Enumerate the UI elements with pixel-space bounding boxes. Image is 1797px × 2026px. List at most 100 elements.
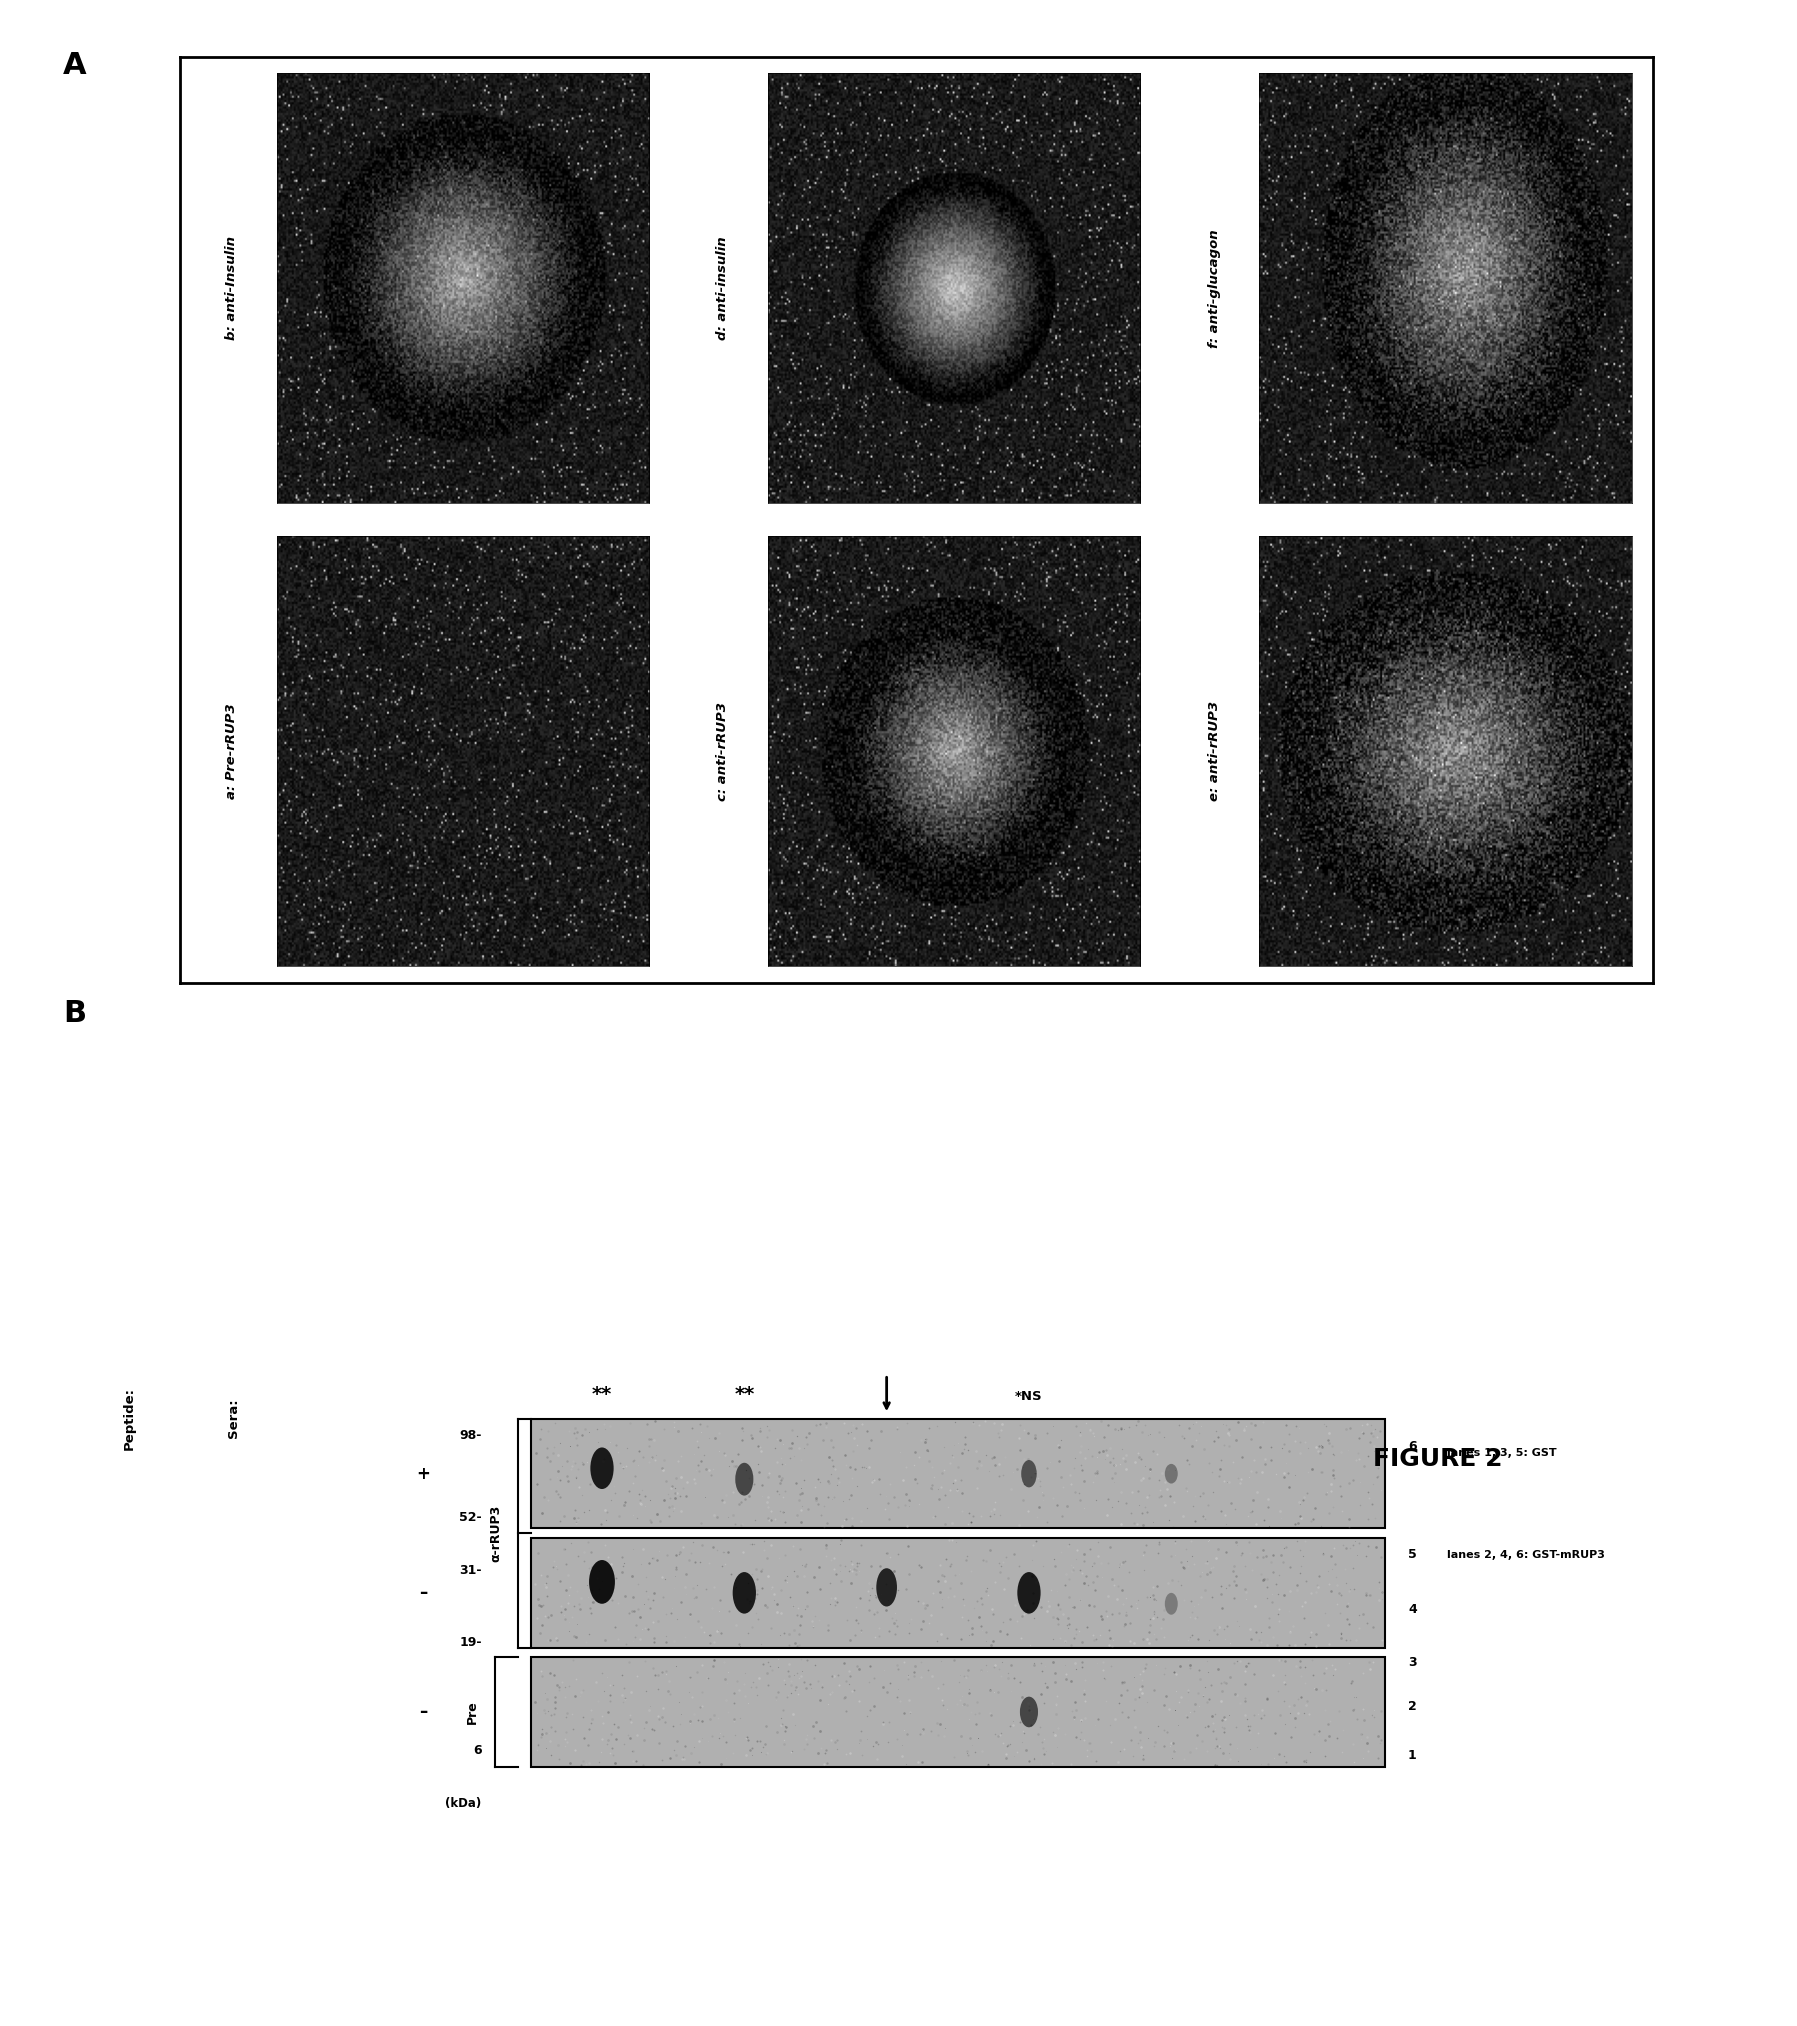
Point: [999, 1708, 1028, 1740]
Point: [1366, 1540, 1394, 1572]
Point: [631, 1645, 659, 1678]
Point: [1089, 1420, 1118, 1453]
Point: [972, 1574, 1001, 1607]
Point: [924, 1473, 952, 1505]
Point: [888, 1740, 916, 1773]
Point: [1085, 1619, 1114, 1651]
Point: [1206, 1684, 1235, 1716]
Point: [591, 1550, 620, 1582]
Point: [701, 1700, 730, 1732]
Point: [1199, 1714, 1227, 1746]
Point: [749, 1534, 778, 1566]
Point: [1310, 1724, 1339, 1757]
Point: [1191, 1686, 1220, 1718]
Point: [1175, 1651, 1204, 1684]
Point: [1249, 1534, 1278, 1566]
Point: [697, 1592, 726, 1625]
Point: [611, 1487, 640, 1520]
Point: [523, 1728, 552, 1761]
Point: [586, 1507, 615, 1540]
Point: [1269, 1432, 1297, 1465]
Point: [555, 1572, 584, 1605]
Point: [561, 1734, 589, 1767]
Point: [1148, 1603, 1177, 1635]
Point: [568, 1676, 597, 1708]
Point: [570, 1495, 598, 1528]
Point: [954, 1497, 983, 1530]
Point: [1206, 1445, 1235, 1477]
Point: [1285, 1412, 1314, 1445]
Point: [1060, 1453, 1089, 1485]
Point: [1224, 1744, 1253, 1777]
Point: [654, 1676, 683, 1708]
Point: [983, 1676, 1012, 1708]
Point: [1005, 1550, 1033, 1582]
Point: [616, 1706, 645, 1738]
Point: [854, 1594, 882, 1627]
Point: [1066, 1477, 1094, 1509]
Point: [570, 1744, 598, 1777]
Point: [1078, 1619, 1107, 1651]
Point: [1067, 1645, 1096, 1678]
Point: [724, 1627, 753, 1659]
Point: [609, 1489, 638, 1522]
Point: [589, 1443, 618, 1475]
Point: [543, 1461, 571, 1493]
Point: [1127, 1465, 1155, 1497]
Point: [1161, 1538, 1190, 1570]
Point: [812, 1528, 841, 1560]
Point: [1265, 1495, 1294, 1528]
Point: [674, 1544, 703, 1576]
Point: [952, 1540, 981, 1572]
Point: [1342, 1680, 1371, 1712]
Point: [845, 1653, 873, 1686]
Point: [1190, 1432, 1218, 1465]
Point: [1344, 1599, 1373, 1631]
Point: [918, 1451, 947, 1483]
Point: [904, 1487, 933, 1520]
Point: [1091, 1443, 1120, 1475]
Point: [1247, 1702, 1276, 1734]
Point: [604, 1623, 633, 1655]
Point: [1129, 1497, 1157, 1530]
Point: [1231, 1684, 1260, 1716]
Point: [1357, 1487, 1385, 1520]
Point: [1008, 1726, 1037, 1759]
Point: [881, 1481, 909, 1513]
Text: –: –: [419, 1704, 428, 1720]
Point: [1139, 1582, 1168, 1615]
Point: [1353, 1726, 1382, 1759]
Point: [823, 1461, 852, 1493]
Point: [965, 1696, 994, 1728]
Point: [882, 1680, 911, 1712]
Point: [1161, 1455, 1190, 1487]
Point: [1190, 1548, 1218, 1580]
Point: [1211, 1623, 1240, 1655]
Point: [591, 1503, 620, 1536]
Point: [561, 1495, 589, 1528]
Point: [1308, 1538, 1337, 1570]
Point: [967, 1499, 996, 1532]
Point: [561, 1507, 589, 1540]
Point: [1319, 1459, 1348, 1491]
Point: [907, 1424, 936, 1457]
Point: [969, 1734, 997, 1767]
Point: [1249, 1534, 1278, 1566]
Point: [1265, 1643, 1294, 1676]
Point: [952, 1688, 981, 1720]
Point: [1116, 1607, 1145, 1639]
Point: [938, 1438, 967, 1471]
Point: [1308, 1430, 1337, 1463]
Point: [1129, 1416, 1157, 1449]
Point: [1033, 1416, 1062, 1449]
Point: [783, 1420, 812, 1453]
Point: [767, 1708, 796, 1740]
Point: [1253, 1682, 1281, 1714]
Point: [979, 1625, 1008, 1657]
Point: [1067, 1627, 1096, 1659]
Point: [753, 1590, 782, 1623]
Point: [886, 1686, 915, 1718]
Point: [988, 1408, 1017, 1440]
Point: [597, 1718, 625, 1750]
Point: [553, 1586, 582, 1619]
